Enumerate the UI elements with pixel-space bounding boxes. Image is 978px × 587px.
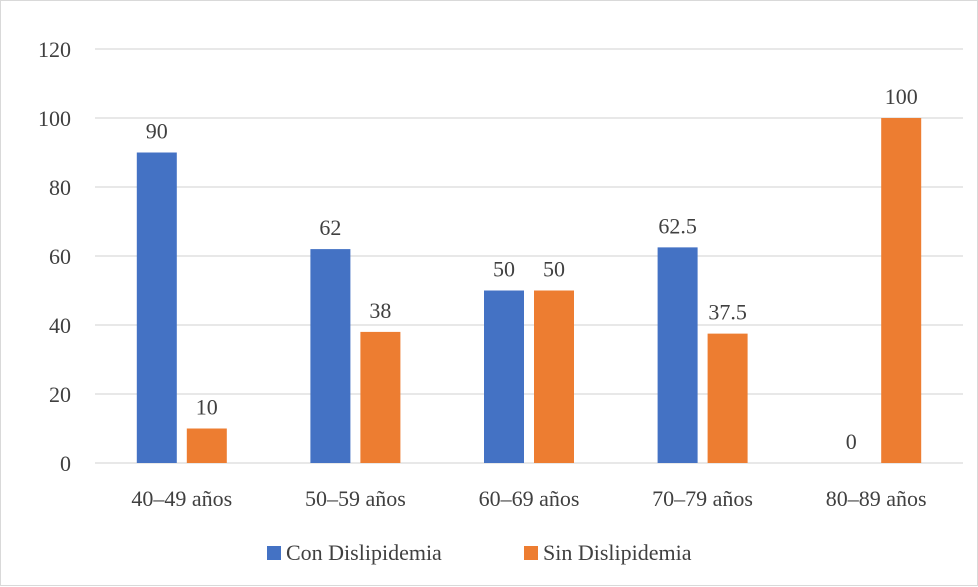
y-tick-label-40: 40 xyxy=(49,313,71,338)
y-tick-label-20: 20 xyxy=(49,382,71,407)
bar-con-1 xyxy=(310,249,351,463)
legend-swatch-0 xyxy=(267,546,281,560)
y-tick-label-0: 0 xyxy=(60,451,71,476)
data-label-sin-1: 38 xyxy=(369,298,391,323)
legend-label-0: Con Dislipidemia xyxy=(286,540,442,565)
legend-label-1: Sin Dislipidemia xyxy=(543,540,692,565)
bar-con-3 xyxy=(657,247,698,463)
bar-con-0 xyxy=(136,152,177,463)
category-label-4: 80–89 años xyxy=(826,486,927,511)
bar-sin-4 xyxy=(881,118,922,463)
data-label-con-3: 62.5 xyxy=(658,213,697,238)
gridlines xyxy=(95,48,963,464)
category-label-1: 50–59 años xyxy=(305,486,406,511)
data-label-sin-2: 50 xyxy=(543,257,565,282)
data-label-con-1: 62 xyxy=(319,215,341,240)
x-axis-category-labels: 40–49 años 50–59 años 60–69 años 70–79 años… xyxy=(131,486,926,511)
data-label-sin-4: 100 xyxy=(885,84,918,109)
y-tick-label-80: 80 xyxy=(49,175,71,200)
y-tick-label-60: 60 xyxy=(49,244,71,269)
bar-sin-2 xyxy=(534,290,574,463)
category-label-0: 40–49 años xyxy=(131,486,232,511)
y-tick-label-120: 120 xyxy=(38,37,71,62)
y-tick-label-100: 100 xyxy=(38,106,71,131)
category-label-3: 70–79 años xyxy=(652,486,753,511)
data-label-con-2: 50 xyxy=(493,257,515,282)
bar-con-2 xyxy=(484,290,524,463)
category-label-2: 60–69 años xyxy=(479,486,580,511)
bars xyxy=(136,118,922,463)
data-label-con-4: 0 xyxy=(846,429,857,454)
legend: Con Dislipidemia Sin Dislipidemia xyxy=(267,540,692,565)
data-label-sin-3: 37.5 xyxy=(708,300,747,325)
bar-sin-1 xyxy=(360,331,401,463)
data-labels: 90 10 62 38 50 50 62.5 37.5 0 100 xyxy=(146,84,918,454)
data-label-con-0: 90 xyxy=(146,119,168,144)
legend-swatch-1 xyxy=(524,546,538,560)
bar-sin-3 xyxy=(707,333,748,463)
bar-sin-0 xyxy=(186,428,227,463)
y-axis-tick-labels: 0 20 40 60 80 100 120 xyxy=(38,37,71,476)
data-label-sin-0: 10 xyxy=(196,395,218,420)
